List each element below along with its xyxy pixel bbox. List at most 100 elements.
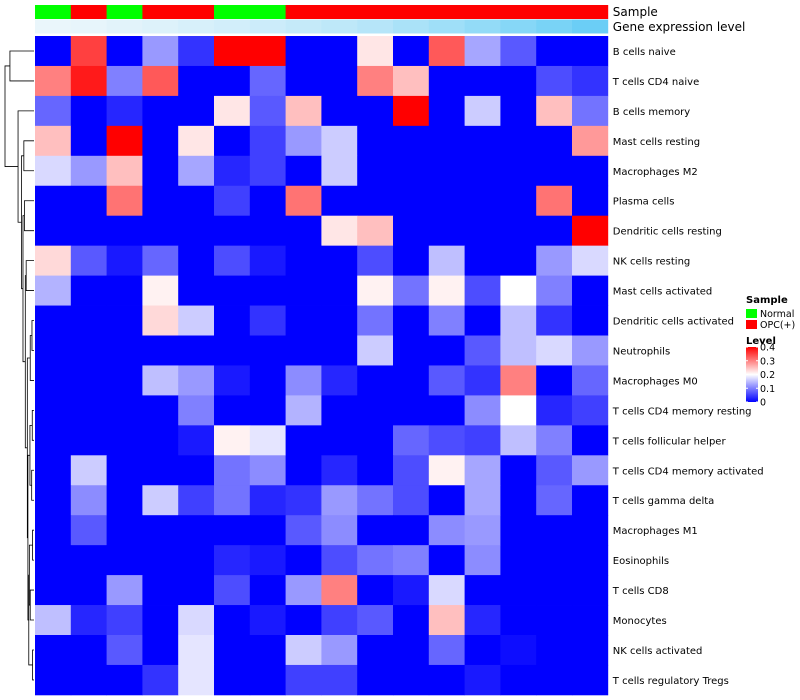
heatmap-cell bbox=[357, 125, 394, 157]
heatmap-cell bbox=[572, 65, 609, 97]
heatmap-cell bbox=[321, 425, 358, 456]
heatmap-cell bbox=[142, 335, 179, 366]
heatmap-cell bbox=[142, 605, 179, 636]
heatmap-cell bbox=[464, 455, 501, 486]
heatmap-cell bbox=[142, 664, 179, 696]
heatmap-cell bbox=[35, 215, 72, 247]
expression-level-annotation-cell bbox=[321, 19, 358, 34]
heatmap-cell bbox=[572, 335, 609, 366]
heatmap-cell bbox=[428, 185, 465, 217]
heatmap-cell bbox=[536, 515, 573, 546]
heatmap-cell bbox=[500, 455, 537, 486]
expression-level-annotation-cell bbox=[357, 19, 394, 34]
heatmap-cell bbox=[178, 36, 215, 67]
heatmap-cell bbox=[70, 365, 107, 396]
heatmap-cell bbox=[357, 335, 394, 366]
row-label: NK cells resting bbox=[613, 257, 690, 268]
heatmap-cell bbox=[464, 65, 501, 97]
heatmap-cell bbox=[214, 125, 251, 157]
heatmap-cell bbox=[464, 515, 501, 546]
heatmap-cell bbox=[70, 215, 107, 247]
heatmap-cell bbox=[464, 335, 501, 366]
legend-color-bar bbox=[746, 347, 758, 402]
heatmap-cell bbox=[35, 95, 72, 127]
heatmap-cell bbox=[285, 95, 322, 127]
heatmap-cell bbox=[393, 425, 430, 456]
heatmap-cell bbox=[142, 185, 179, 217]
heatmap-cell bbox=[285, 485, 322, 516]
heatmap-cell bbox=[357, 185, 394, 217]
heatmap-cell bbox=[428, 36, 465, 67]
heatmap-cell bbox=[321, 155, 358, 187]
heatmap-cell bbox=[142, 155, 179, 187]
heatmap-cell bbox=[214, 664, 251, 696]
heatmap-cell bbox=[70, 185, 107, 217]
row-label: B cells naive bbox=[613, 47, 676, 58]
heatmap-cell bbox=[106, 275, 143, 306]
heatmap-cell bbox=[572, 515, 609, 546]
heatmap-cell bbox=[321, 664, 358, 696]
row-label: Mast cells activated bbox=[613, 287, 712, 298]
heatmap-cell bbox=[500, 275, 537, 306]
heatmap-cell bbox=[178, 575, 215, 606]
expression-level-annotation-cell bbox=[249, 19, 286, 34]
row-label: Monocytes bbox=[613, 616, 667, 627]
heatmap-cell bbox=[285, 185, 322, 217]
heatmap-cell bbox=[249, 485, 286, 516]
heatmap-cell bbox=[321, 215, 358, 247]
heatmap-cell bbox=[572, 155, 609, 187]
row-label: Neutrophils bbox=[613, 346, 670, 357]
heatmap-cell bbox=[285, 635, 322, 666]
heatmap-cell bbox=[35, 515, 72, 546]
row-labels: B cells naive T cells CD4 naive B cells me… bbox=[612, 47, 764, 687]
heatmap-cell bbox=[142, 95, 179, 127]
row-label: Eosinophils bbox=[613, 556, 669, 567]
row-label: Macrophages M0 bbox=[613, 376, 698, 387]
heatmap-cell bbox=[357, 36, 394, 67]
heatmap-cell bbox=[500, 425, 537, 456]
expression-level-annotation-cell bbox=[428, 19, 465, 34]
legend-tick-label: 0.2 bbox=[760, 370, 775, 381]
heatmap-cell bbox=[321, 305, 358, 336]
legend-sample-item: OPC(+) bbox=[760, 320, 795, 331]
heatmap-cell bbox=[500, 245, 537, 276]
heatmap-cell bbox=[249, 36, 286, 67]
expression-level-annotation-cell bbox=[214, 19, 251, 34]
heatmap-cell bbox=[321, 545, 358, 576]
heatmap-cell bbox=[536, 575, 573, 606]
heatmap-cell bbox=[249, 275, 286, 306]
heatmap-cell bbox=[464, 425, 501, 456]
heatmap-cell bbox=[464, 36, 501, 67]
heatmap-cell bbox=[178, 365, 215, 396]
dendrogram-branch bbox=[24, 200, 34, 232]
dendrogram-branch bbox=[31, 469, 34, 501]
heatmap-cell bbox=[428, 664, 465, 696]
dendrogram-branch bbox=[32, 649, 34, 681]
heatmap-cell bbox=[285, 36, 322, 67]
heatmap-cell bbox=[178, 65, 215, 97]
heatmap-cell bbox=[70, 65, 107, 97]
expression-level-annotation-cell bbox=[393, 19, 430, 34]
heatmap-cell bbox=[428, 95, 465, 127]
heatmap-cell bbox=[572, 185, 609, 217]
heatmap-cell bbox=[500, 125, 537, 157]
heatmap-cell bbox=[285, 575, 322, 606]
heatmap-cell bbox=[35, 305, 72, 336]
heatmap-cell bbox=[393, 485, 430, 516]
heatmap-cell bbox=[70, 545, 107, 576]
heatmap-cell bbox=[572, 36, 609, 67]
heatmap-cell bbox=[35, 125, 72, 157]
heatmap-cell bbox=[70, 155, 107, 187]
legend-tick-label: 0.3 bbox=[760, 356, 775, 367]
heatmap-cell bbox=[106, 65, 143, 97]
heatmap-cell bbox=[70, 125, 107, 157]
heatmap-cell bbox=[464, 215, 501, 247]
heatmap-cell bbox=[572, 605, 609, 636]
heatmap-cell bbox=[536, 95, 573, 127]
heatmap-cell bbox=[106, 125, 143, 157]
heatmap-cell bbox=[142, 275, 179, 306]
heatmap-cell bbox=[249, 125, 286, 157]
